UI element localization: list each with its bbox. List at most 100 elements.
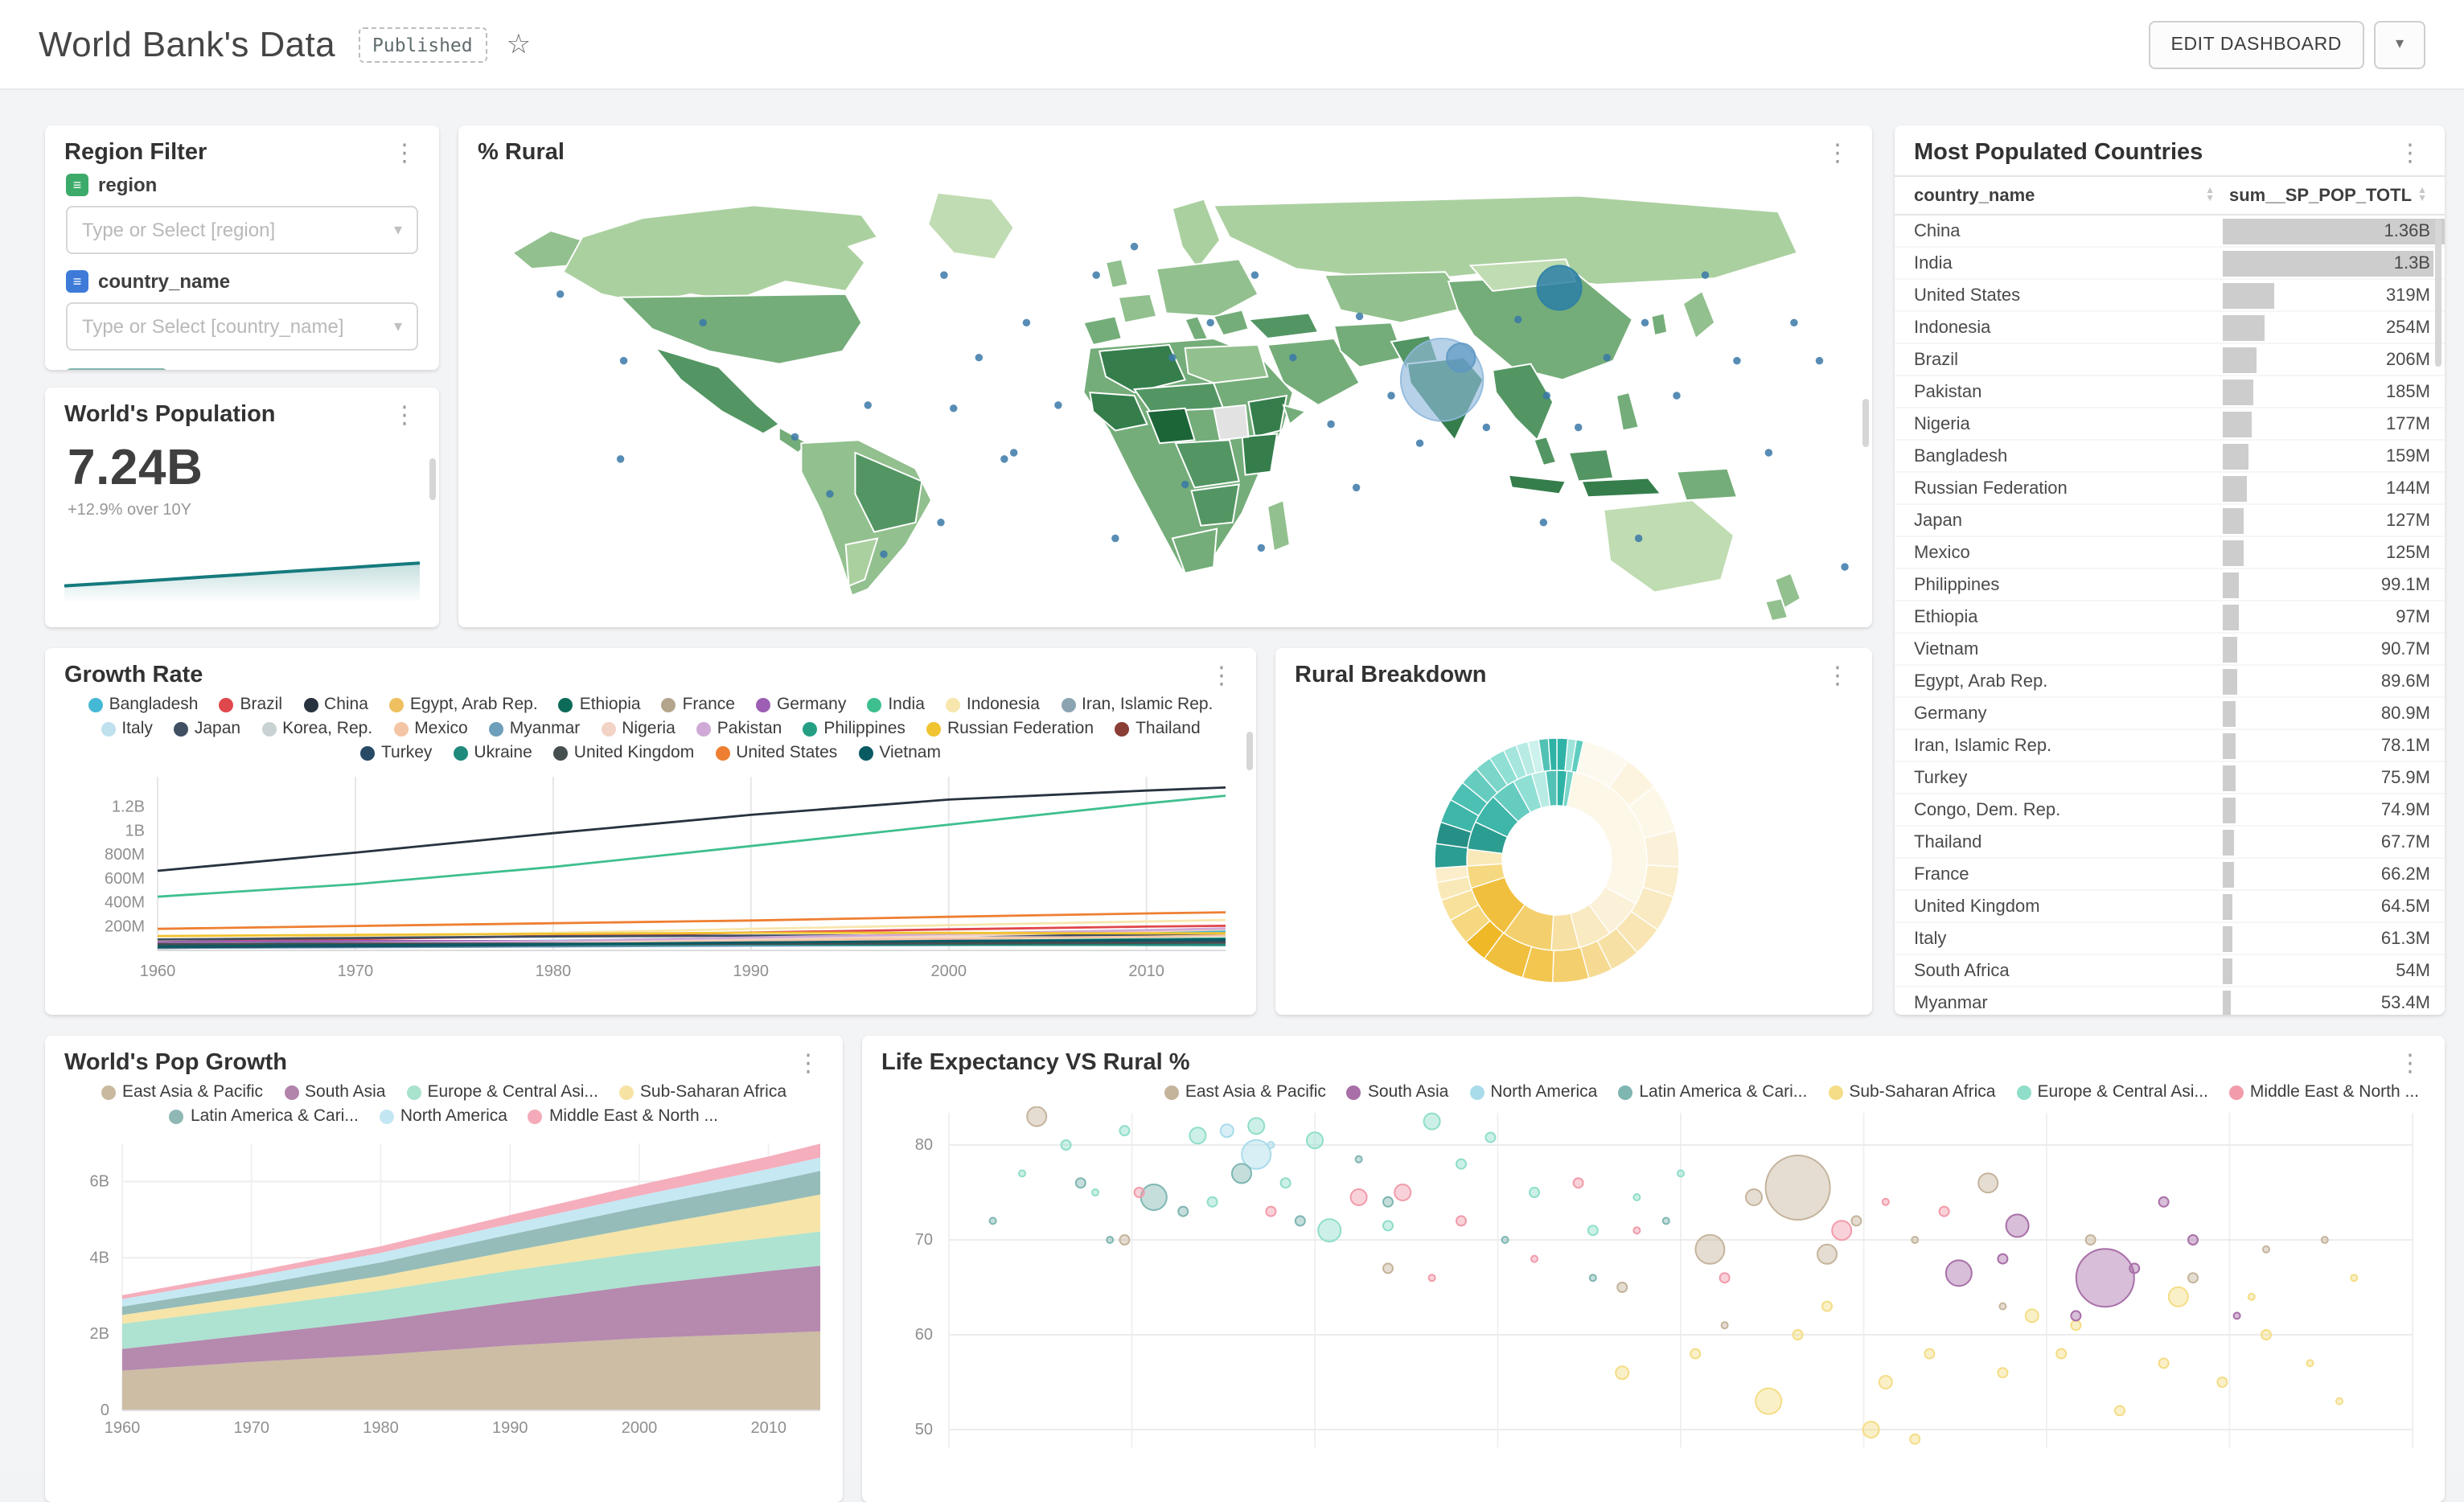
cell-country-name: Congo, Dem. Rep. [1914, 800, 2061, 819]
country-select[interactable]: Type or Select [country_name] ▾ [66, 302, 418, 351]
svg-text:1990: 1990 [733, 962, 770, 980]
worlds-population-card: World's Population ⋮ 7.24B +12.9% over 1… [45, 388, 439, 627]
scrollbar[interactable] [2435, 219, 2441, 367]
legend-item[interactable]: Sub-Saharan Africa [618, 1082, 786, 1102]
legend-item[interactable]: United Kingdom [552, 743, 694, 762]
kebab-menu-icon[interactable]: ⋮ [2398, 1049, 2422, 1077]
legend-item[interactable]: Bangladesh [88, 695, 199, 714]
table-row: Germany 80.9M [1895, 698, 2445, 730]
svg-text:60: 60 [915, 1326, 933, 1344]
legend-swatch [379, 1109, 394, 1123]
legend-item[interactable]: Myanmar [488, 719, 580, 738]
legend-item[interactable]: Middle East & North ... [528, 1106, 718, 1126]
legend-item[interactable]: East Asia & Pacific [101, 1082, 263, 1102]
legend-swatch [453, 745, 468, 760]
legend-item[interactable]: Philippines [803, 719, 906, 738]
cell-population: 206M [2223, 344, 2445, 375]
legend-item[interactable]: Ethiopia [558, 695, 641, 714]
cell-bar [2223, 507, 2244, 533]
kebab-menu-icon[interactable]: ⋮ [1825, 662, 1850, 689]
legend-item[interactable]: Vietnam [858, 743, 941, 762]
pop-growth-card: World's Pop Growth ⋮ East Asia & Pacific… [45, 1036, 843, 1502]
legend-item[interactable]: Korea, Rep. [261, 719, 372, 738]
legend-swatch [219, 697, 234, 712]
scrollbar[interactable] [1862, 399, 1869, 447]
kebab-menu-icon[interactable]: ⋮ [1209, 662, 1234, 689]
legend-item[interactable]: Germany [755, 695, 846, 714]
scrollbar[interactable] [1246, 732, 1253, 770]
apply-button[interactable]: APPLY [66, 368, 167, 370]
scrollbar[interactable] [429, 458, 436, 500]
legend-item[interactable]: North America [379, 1106, 507, 1126]
cell-population: 89.6M [2223, 666, 2445, 696]
region-select[interactable]: Type or Select [region] ▾ [66, 206, 418, 254]
cell-population: 53.4M [2223, 987, 2445, 1015]
scatter-legend: East Asia & Pacific South Asia North Ameri… [862, 1081, 2445, 1103]
column-header-population[interactable]: sum__SP_POP_TOTL ▲ ▼ [2229, 186, 2427, 205]
legend-swatch [101, 1085, 116, 1099]
legend-item[interactable]: East Asia & Pacific [1164, 1082, 1326, 1102]
kebab-menu-icon[interactable]: ⋮ [392, 401, 417, 429]
legend-item[interactable]: Brazil [219, 695, 282, 714]
map-bubbles [556, 242, 1849, 571]
legend-item[interactable]: Turkey [360, 743, 432, 762]
legend-swatch [867, 697, 882, 712]
legend-item[interactable]: Indonesia [945, 695, 1040, 714]
cell-bar [2223, 668, 2238, 694]
table-row: Brazil 206M [1895, 344, 2445, 376]
legend-item[interactable]: France [661, 695, 735, 714]
chevron-down-icon: ▾ [393, 221, 402, 239]
region-filter-card: Region Filter ⋮ ≡ region Type or Select … [45, 125, 439, 370]
table-row: Japan 127M [1895, 505, 2445, 537]
column-header-country[interactable]: country_name ▲ ▼ [1914, 186, 2215, 205]
legend-item[interactable]: Thailand [1115, 719, 1201, 738]
legend-item[interactable]: Europe & Central Asi... [2016, 1082, 2208, 1102]
svg-text:1960: 1960 [140, 962, 176, 980]
legend-item[interactable]: Nigeria [601, 719, 676, 738]
table-row: Pakistan 185M [1895, 376, 2445, 408]
cell-population: 144M [2223, 473, 2445, 503]
kebab-menu-icon[interactable]: ⋮ [796, 1049, 820, 1077]
cell-population: 177M [2223, 408, 2445, 439]
cell-population: 61.3M [2223, 923, 2445, 954]
legend-item[interactable]: Ukraine [453, 743, 532, 762]
favorite-star-icon[interactable]: ☆ [506, 28, 532, 59]
population-sparkline[interactable] [64, 542, 421, 603]
legend-item[interactable]: Iran, Islamic Rep. [1061, 695, 1213, 714]
legend-item[interactable]: Japan [173, 719, 240, 738]
legend-item[interactable]: South Asia [284, 1082, 385, 1102]
legend-item[interactable]: Pakistan [696, 719, 782, 738]
legend-item[interactable]: North America [1469, 1082, 1597, 1102]
scatter-chart[interactable]: 50 60 70 80 [875, 1106, 2432, 1447]
rural-map-card: % Rural ⋮ [458, 125, 1872, 627]
cell-country-name: Italy [1914, 929, 1947, 948]
legend-item[interactable]: India [867, 695, 925, 714]
growth-rate-chart[interactable]: 1960 1970 1980 1990 2000 2010 1.2B 1B 800M 600M 40… [64, 767, 1237, 1002]
legend-swatch [393, 721, 409, 736]
kebab-menu-icon[interactable]: ⋮ [2398, 139, 2422, 166]
legend-item[interactable]: Mexico [393, 719, 468, 738]
cell-bar [2223, 893, 2233, 919]
legend-item[interactable]: Europe & Central Asi... [406, 1082, 598, 1102]
legend-item[interactable]: Latin America & Cari... [169, 1106, 359, 1126]
legend-item[interactable]: Latin America & Cari... [1618, 1082, 1807, 1102]
legend-item[interactable]: South Asia [1346, 1082, 1448, 1102]
legend-item[interactable]: Italy [101, 719, 153, 738]
kebab-menu-icon[interactable]: ⋮ [1825, 139, 1850, 166]
card-title: Region Filter [64, 140, 207, 166]
edit-dashboard-button[interactable]: EDIT DASHBOARD [2148, 20, 2364, 68]
legend-item[interactable]: China [303, 695, 368, 714]
rural-breakdown-chart[interactable] [1275, 693, 1872, 1008]
legend-item[interactable]: Middle East & North ... [2228, 1082, 2419, 1102]
kebab-menu-icon[interactable]: ⋮ [392, 139, 417, 166]
legend-item[interactable]: United States [715, 743, 837, 762]
legend-item[interactable]: Sub-Saharan Africa [1828, 1082, 1995, 1102]
cell-bar [2223, 572, 2240, 597]
dashboard-menu-button[interactable]: ▾ [2374, 20, 2425, 68]
svg-text:70: 70 [915, 1231, 933, 1249]
legend-item[interactable]: Russian Federation [926, 719, 1094, 738]
cell-population: 80.9M [2223, 698, 2445, 728]
legend-item[interactable]: Egypt, Arab Rep. [388, 695, 538, 714]
world-map[interactable] [458, 170, 1872, 624]
pop-growth-chart[interactable]: 0 2B 4B 6B 1960 1970 1980 1990 2000 2010 [58, 1134, 830, 1455]
